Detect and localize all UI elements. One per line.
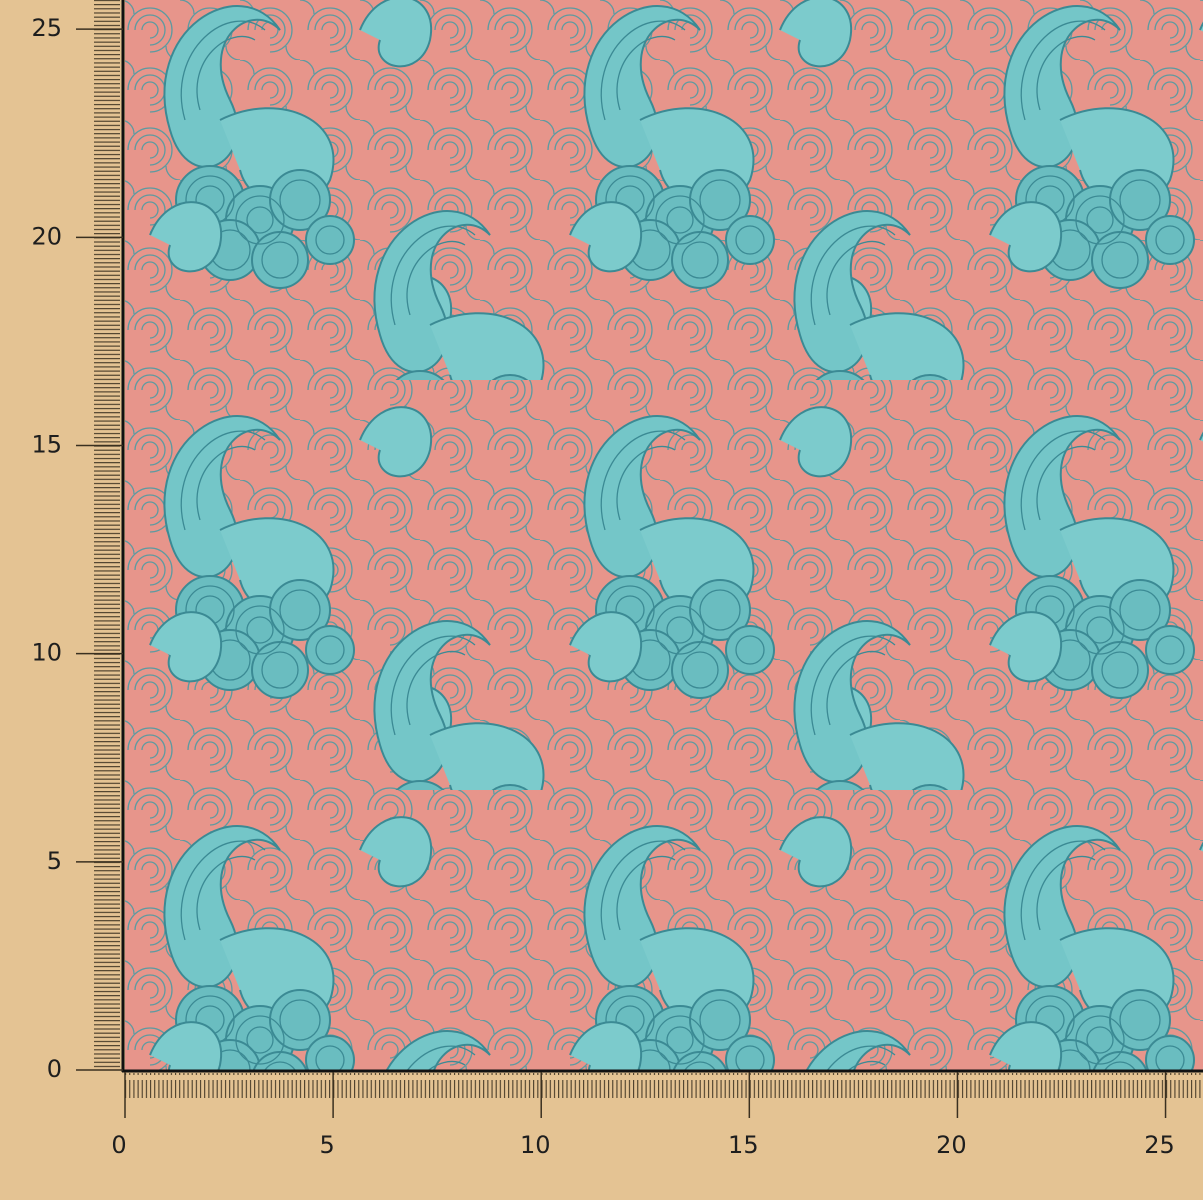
y-tick-label: 25 (31, 14, 62, 42)
x-tick-label: 20 (936, 1131, 967, 1159)
x-tick-label: 0 (111, 1131, 126, 1159)
x-ruler-minor-ticks (125, 1073, 1203, 1098)
y-tick-label: 15 (31, 430, 62, 458)
y-tick-label: 0 (47, 1055, 62, 1083)
y-tick-label: 20 (31, 222, 62, 250)
y-ruler-minor-ticks (94, 0, 123, 1070)
x-tick-label: 5 (319, 1131, 334, 1159)
fabric-motif (125, 0, 1203, 1070)
x-tick-label: 25 (1144, 1131, 1175, 1159)
x-tick-label: 15 (728, 1131, 759, 1159)
y-tick-label: 10 (31, 639, 62, 667)
x-tick-label: 10 (520, 1131, 551, 1159)
y-tick-label: 5 (47, 847, 62, 875)
